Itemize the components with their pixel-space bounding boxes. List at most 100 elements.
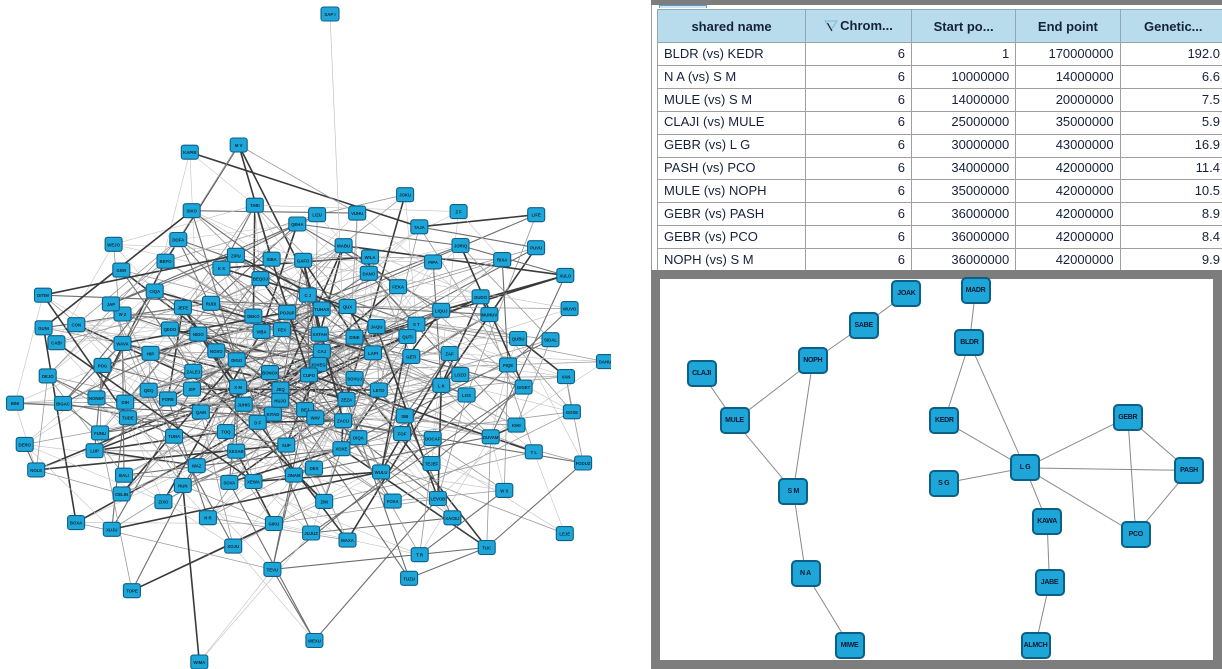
svg-text:GUNI: GUNI xyxy=(38,326,49,331)
svg-text:TOPE: TOPE xyxy=(126,589,138,594)
svg-text:LUP: LUP xyxy=(90,449,99,454)
svg-text:JAP: JAP xyxy=(107,302,115,307)
svg-text:XOXE: XOXE xyxy=(335,447,347,452)
svg-text:QEDO: QEDO xyxy=(164,327,177,332)
svg-text:FUNU: FUNU xyxy=(94,431,106,436)
svg-text:JAQU: JAQU xyxy=(371,325,383,330)
svg-text:JORIQ: JORIQ xyxy=(454,244,468,249)
svg-text:TEJEF: TEJEF xyxy=(425,462,439,467)
svg-text:WILA: WILA xyxy=(365,255,376,260)
svg-text:JUHIS: JUHIS xyxy=(237,402,250,407)
svg-text:JOVEG: JOVEG xyxy=(311,362,326,367)
svg-text:VAN: VAN xyxy=(562,375,571,380)
svg-text:PUVU: PUVU xyxy=(530,246,542,251)
svg-text:MABU: MABU xyxy=(337,244,350,249)
svg-text:BEFO: BEFO xyxy=(160,259,173,264)
svg-text:TAJA: TAJA xyxy=(414,225,425,230)
svg-text:C J: C J xyxy=(304,293,311,298)
svg-text:FORE: FORE xyxy=(162,397,174,402)
svg-text:SOVUJ: SOVUJ xyxy=(347,377,362,382)
svg-text:ZACU: ZACU xyxy=(337,419,349,424)
svg-text:L K: L K xyxy=(438,383,446,388)
svg-text:BIGAC: BIGAC xyxy=(56,401,70,406)
svg-text:SUP: SUP xyxy=(282,443,291,448)
svg-text:NOXO: NOXO xyxy=(210,349,223,354)
svg-text:LETO: LETO xyxy=(373,388,385,393)
svg-text:S T: S T xyxy=(413,322,420,327)
svg-text:BEQOJ: BEQOJ xyxy=(253,277,269,282)
svg-text:BOXA: BOXA xyxy=(70,521,82,526)
svg-text:DERO: DERO xyxy=(18,442,31,447)
svg-text:XUJU: XUJU xyxy=(106,527,117,532)
svg-text:CUFO: CUFO xyxy=(303,373,316,378)
svg-text:MAXA: MAXA xyxy=(341,538,354,543)
svg-text:BINI: BINI xyxy=(11,401,20,406)
svg-text:Z F: Z F xyxy=(455,210,462,215)
svg-text:LAPI: LAPI xyxy=(368,351,378,356)
svg-text:ZEZA: ZEZA xyxy=(341,397,352,402)
svg-text:KAPIB: KAPIB xyxy=(183,150,196,155)
svg-text:CABI: CABI xyxy=(51,341,62,346)
svg-text:GETI: GETI xyxy=(406,355,416,360)
svg-text:CAJ: CAJ xyxy=(317,349,326,354)
svg-text:WEJO: WEJO xyxy=(107,242,120,247)
svg-text:FOXA: FOXA xyxy=(387,499,399,504)
svg-text:BONOX: BONOX xyxy=(262,371,278,376)
svg-text:LIZU: LIZU xyxy=(312,213,322,218)
svg-text:KIHI: KIHI xyxy=(512,423,521,428)
svg-text:LIQUJ: LIQUJ xyxy=(435,308,448,313)
svg-text:NOLE: NOLE xyxy=(30,468,42,473)
svg-text:CON: CON xyxy=(72,323,82,328)
svg-text:PIQE: PIQE xyxy=(503,363,513,368)
svg-text:DOCAF: DOCAF xyxy=(425,437,441,442)
svg-text:HIP: HIP xyxy=(147,351,154,356)
svg-text:DIGO: DIGO xyxy=(231,358,243,363)
svg-text:W S: W S xyxy=(500,488,508,493)
svg-text:QEQ: QEQ xyxy=(144,388,154,393)
svg-text:JOKU: JOKU xyxy=(399,193,411,198)
svg-text:GAFO: GAFO xyxy=(297,258,310,263)
svg-text:SAP I: SAP I xyxy=(324,12,335,17)
svg-text:DOFA: DOFA xyxy=(172,238,184,243)
svg-text:QAM: QAM xyxy=(196,410,206,415)
svg-text:ZALEJ: ZALEJ xyxy=(186,369,200,374)
svg-text:WIMA: WIMA xyxy=(193,660,205,665)
svg-text:XOJU: XOJU xyxy=(227,544,239,549)
svg-text:ZIM: ZIM xyxy=(320,499,328,504)
svg-text:DANO: DANO xyxy=(362,271,375,276)
svg-text:GOSE: GOSE xyxy=(566,410,579,415)
svg-text:DEKO: DEKO xyxy=(247,314,260,319)
svg-text:TOQ: TOQ xyxy=(221,430,231,435)
svg-text:CIQA: CIQA xyxy=(149,289,160,294)
svg-text:TUDE: TUDE xyxy=(122,416,134,421)
svg-text:BALI: BALI xyxy=(119,473,129,478)
svg-text:FEKA: FEKA xyxy=(392,285,404,290)
svg-text:D F: D F xyxy=(254,420,261,425)
svg-text:WULU: WULU xyxy=(375,470,388,475)
svg-text:QUBU: QUBU xyxy=(512,337,525,342)
svg-text:HUN: HUN xyxy=(178,484,187,489)
svg-text:POG: POG xyxy=(98,363,108,368)
svg-text:GIWI: GIWI xyxy=(116,268,126,273)
svg-text:GIGET: GIGET xyxy=(517,385,531,390)
svg-text:NONEF: NONEF xyxy=(89,396,104,401)
svg-text:ZIPU: ZIPU xyxy=(231,253,241,258)
svg-text:W Z: W Z xyxy=(119,312,127,317)
svg-text:KITAD: KITAD xyxy=(266,412,279,417)
svg-text:DEJO: DEJO xyxy=(42,374,54,379)
svg-text:HUJO: HUJO xyxy=(274,398,287,403)
svg-text:X M: X M xyxy=(234,385,242,390)
svg-text:T L: T L xyxy=(531,450,538,455)
svg-text:TABI: TABI xyxy=(250,203,260,208)
svg-text:PIPA: PIPA xyxy=(428,260,438,265)
svg-text:SIKO: SIKO xyxy=(186,209,197,214)
svg-text:MUHUV: MUHUV xyxy=(482,313,498,318)
svg-text:SIBA: SIBA xyxy=(266,257,276,262)
svg-text:XULO: XULO xyxy=(559,273,572,278)
svg-text:SIB: SIB xyxy=(401,414,408,419)
svg-text:DIQA: DIQA xyxy=(353,436,364,441)
svg-text:WAV: WAV xyxy=(311,416,321,421)
svg-text:NIDO: NIDO xyxy=(193,332,204,337)
svg-text:ZIP: ZIP xyxy=(189,387,196,392)
svg-text:RIXA: RIXA xyxy=(497,258,507,263)
